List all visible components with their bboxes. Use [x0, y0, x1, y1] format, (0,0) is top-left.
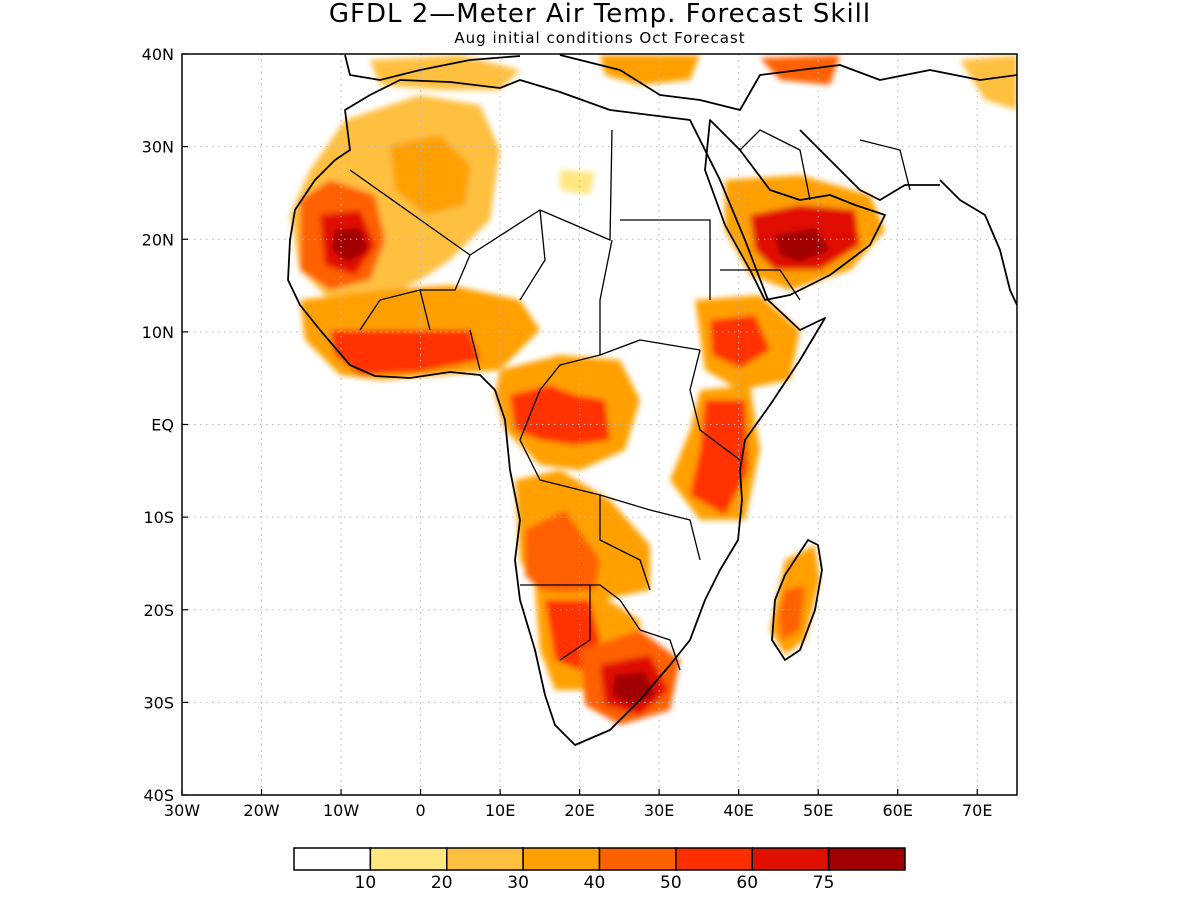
colorbar-label: 60 [736, 873, 758, 893]
x-tick-label: 20W [243, 801, 279, 820]
x-tick-label: 10E [485, 801, 515, 820]
colorbar-label: 50 [660, 873, 682, 893]
country-border [349, 129, 911, 671]
coastlines [287, 54, 1017, 746]
colorbar-swatch [522, 847, 601, 871]
skill-region-north [600, 55, 700, 85]
madagascar-coastline [771, 539, 823, 661]
y-tick-label: 30N [142, 138, 174, 157]
x-tick-label: 50E [803, 801, 833, 820]
skill-region-west-sahara [332, 228, 368, 262]
skill-region-east-africa [690, 400, 748, 515]
skill-region-angola-zambia [525, 510, 600, 595]
europe-coastline [344, 54, 1017, 111]
india-coastline [939, 179, 1017, 306]
colorbar-label: 30 [507, 873, 529, 893]
colorbar-label: 20 [431, 873, 453, 893]
skill-region-sahel [560, 170, 595, 195]
y-tick-label: 20S [143, 601, 174, 620]
y-tick-label: 40N [142, 45, 174, 64]
colorbar-swatch [675, 847, 753, 871]
colorbar-swatch [369, 847, 448, 871]
persian-gulf-coastline [799, 129, 940, 201]
x-tick-label: 60E [882, 801, 912, 820]
x-tick-label: 40E [723, 801, 753, 820]
africa-coastline [287, 79, 826, 746]
skill-region-south-africa [612, 672, 655, 705]
y-tick-label: 10N [142, 323, 174, 342]
skill-region-guinea-coast [330, 330, 480, 375]
y-tick-label: 40S [143, 786, 174, 805]
x-tick-label: 30W [164, 801, 200, 820]
x-tick-label: 20E [564, 801, 594, 820]
skill-region-north [370, 55, 520, 90]
skill-shading [290, 55, 1017, 725]
country-borders [349, 129, 911, 671]
map-subtitle: Aug initial conditions Oct Forecast [454, 29, 745, 47]
skill-region-ethiopia [710, 315, 770, 368]
colorbar: 10 20 30 40 50 60 75 [293, 847, 906, 893]
colorbar-swatch [751, 847, 830, 871]
x-tick-label: 30E [644, 801, 674, 820]
axis-ticks: 30W 20W 10W 0 10E 20E 30E 40E 50E 60E 70E 40N 30N 20N… [142, 45, 993, 820]
skill-region-madagascar [778, 585, 805, 640]
colorbar-swatch [446, 847, 524, 871]
y-tick-label: 30S [143, 693, 174, 712]
x-tick-label: 70E [962, 801, 992, 820]
plot-area [182, 54, 1017, 795]
colorbar-label: 40 [584, 873, 606, 893]
x-tick-label: 0 [415, 801, 425, 820]
skill-region-central-africa [510, 385, 610, 445]
skill-region-arabia [775, 228, 830, 262]
x-tick-label: 10W [323, 801, 359, 820]
colorbar-swatch [598, 847, 677, 871]
colorbar-label: 10 [355, 873, 377, 893]
map-title: GFDL 2—Meter Air Temp. Forecast Skill [329, 0, 871, 29]
colorbar-swatch [293, 847, 372, 871]
y-tick-label: 20N [142, 230, 174, 249]
colorbar-swatch [827, 847, 906, 871]
skill-region-sahel [390, 135, 470, 215]
y-tick-label: EQ [151, 416, 174, 435]
y-tick-label: 10S [143, 508, 174, 527]
skill-region-north [960, 55, 1017, 110]
arabia-coastline [704, 119, 886, 301]
colorbar-label: 75 [813, 873, 835, 893]
